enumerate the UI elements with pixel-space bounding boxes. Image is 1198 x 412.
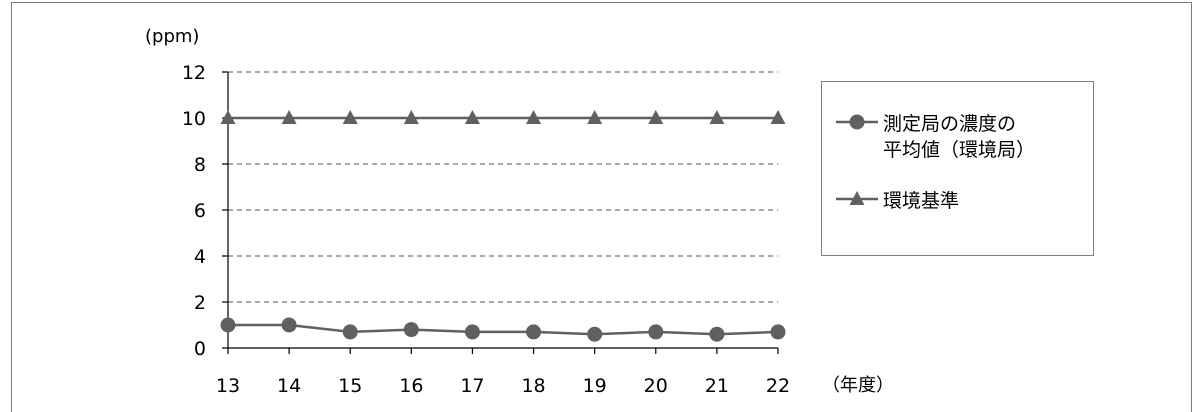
x-axis-unit-label: （年度）: [822, 375, 894, 396]
data-point: [770, 324, 786, 340]
x-tick-label: 20: [644, 375, 668, 397]
data-point: [220, 317, 236, 333]
x-tick-label: 14: [277, 375, 301, 397]
x-tick-label: 16: [399, 375, 423, 397]
y-tick-label: 4: [194, 246, 206, 268]
legend-label: 環境基準: [883, 190, 959, 212]
chart-frame: [11, 2, 1192, 412]
x-tick-label: 13: [216, 375, 240, 397]
data-point: [403, 322, 419, 338]
data-point: [526, 324, 542, 340]
series-triangle: [220, 110, 786, 124]
y-tick-label: 8: [194, 154, 206, 176]
y-tick-label: 10: [182, 108, 206, 130]
y-tick-label: 2: [194, 292, 206, 314]
y-tick-label: 12: [182, 62, 206, 84]
series-circle: [220, 317, 786, 342]
x-tick-label: 18: [521, 375, 545, 397]
legend-label: 平均値（環境局）: [883, 139, 1035, 161]
data-point: [648, 110, 664, 124]
series-line: [228, 323, 779, 336]
y-axis-unit-label: (ppm): [145, 26, 199, 47]
data-point: [281, 317, 297, 333]
x-tick-label: 17: [460, 375, 484, 397]
data-point: [281, 110, 297, 124]
series: [220, 110, 786, 342]
data-point: [342, 110, 358, 124]
data-point: [464, 324, 480, 340]
legend-marker: [849, 191, 865, 205]
data-point: [709, 110, 725, 124]
data-point: [464, 110, 480, 124]
data-point: [220, 110, 236, 124]
y-tick-label: 0: [194, 338, 206, 360]
data-point: [587, 110, 603, 124]
legend-entry: 環境基準: [836, 190, 959, 212]
x-tick-label: 15: [338, 375, 362, 397]
data-point: [526, 110, 542, 124]
tick-labels: 0 2 4 6 8 10 12 13 14 15 16 17 18 19 20 21 22: [182, 62, 790, 397]
legend-marker: [849, 114, 865, 130]
data-point: [770, 110, 786, 124]
data-point: [648, 324, 664, 340]
x-tick-label: 21: [705, 375, 729, 397]
gridlines: [228, 71, 778, 303]
x-tick-label: 22: [766, 375, 790, 397]
data-point: [587, 326, 603, 342]
legend-box: [821, 81, 1094, 256]
legend-label: 測定局の濃度の: [883, 113, 1016, 135]
data-point: [709, 326, 725, 342]
y-tick-label: 6: [194, 200, 206, 222]
x-tick-label: 19: [583, 375, 607, 397]
data-point: [403, 110, 419, 124]
data-point: [342, 324, 358, 340]
axes: [222, 71, 779, 354]
